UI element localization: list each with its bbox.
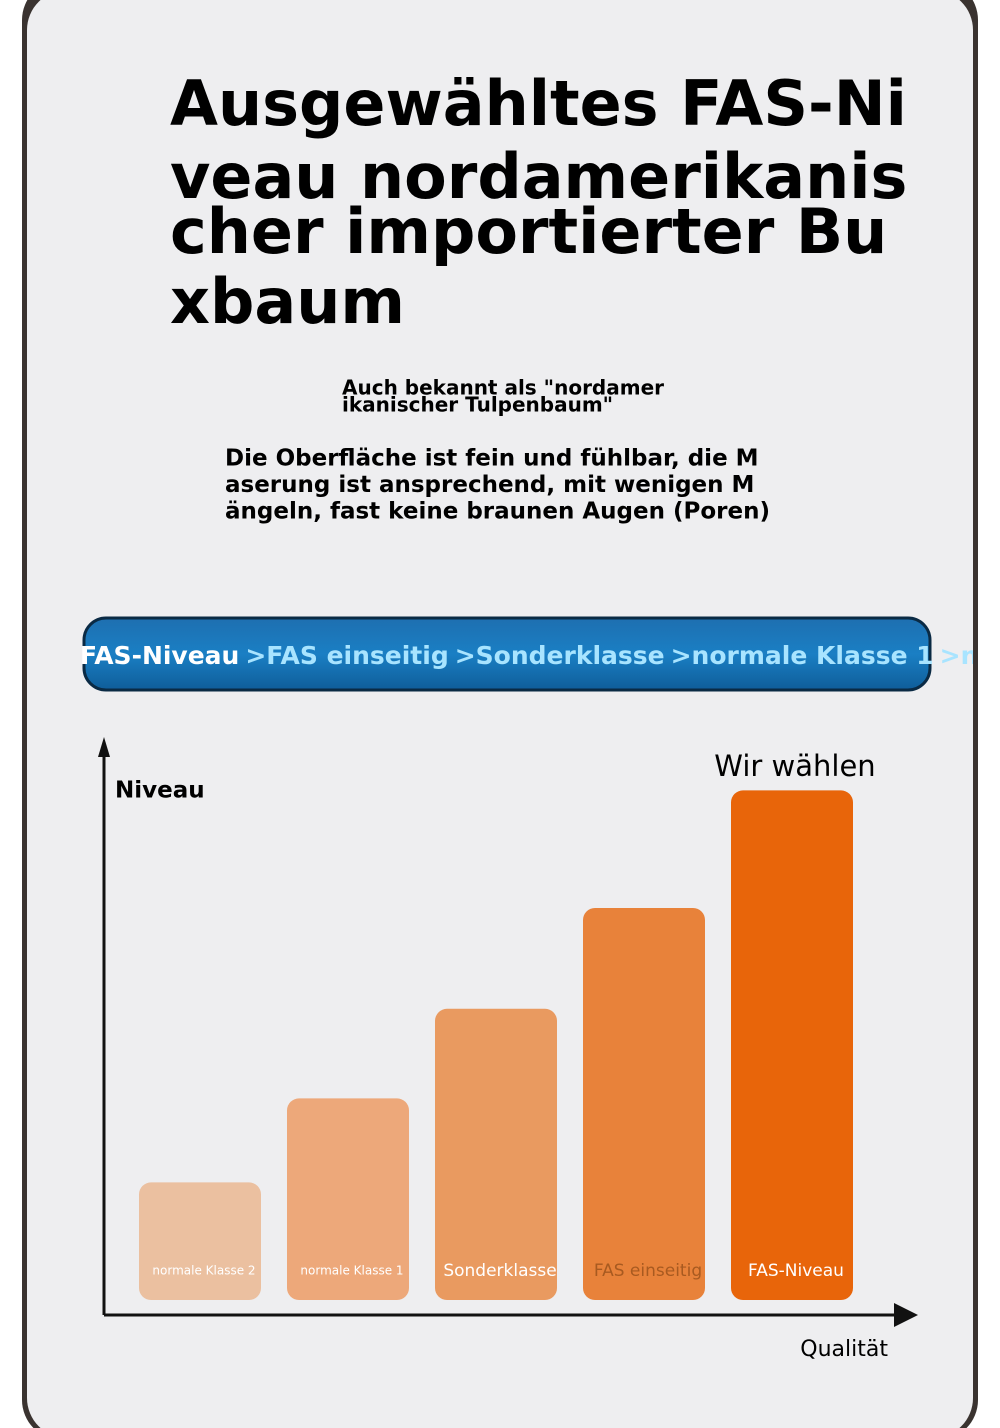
- title-line: cher importierter Bu: [170, 195, 887, 268]
- bar-label: Sonderklasse: [443, 1261, 556, 1281]
- title-line: xbaum: [170, 265, 405, 338]
- subtitle-line: Auch bekannt als "nordamer: [342, 376, 664, 400]
- bar-label: FAS einseitig: [594, 1261, 702, 1281]
- banner-item: >normale Klasse 1: [671, 641, 934, 670]
- bar-label: normale Klasse 2: [152, 1264, 255, 1278]
- bar-label: FAS-Niveau: [748, 1261, 844, 1281]
- bar: [287, 1098, 409, 1300]
- title-line: Ausgewähltes FAS-Ni: [170, 67, 907, 140]
- subtitle-line: ikanischer Tulpenbaum": [342, 393, 613, 417]
- title-line: veau nordamerikanis: [170, 140, 907, 213]
- description-line: ängeln, fast keine braunen Augen (Poren): [225, 499, 770, 525]
- annotation: Wir wählen: [714, 749, 875, 783]
- bar: [435, 1008, 557, 1300]
- x-axis-label: Qualität: [800, 1337, 888, 1362]
- banner-item: >Sonderklasse: [455, 641, 665, 670]
- bar-label: normale Klasse 1: [300, 1264, 403, 1278]
- bar: [731, 790, 853, 1300]
- description-line: aserung ist ansprechend, mit wenigen M: [225, 472, 754, 498]
- y-axis-label: Niveau: [115, 778, 205, 804]
- banner-item: >FAS einseitig: [245, 641, 448, 670]
- x-arrow: [894, 1303, 918, 1327]
- bar: [139, 1182, 261, 1300]
- y-arrow: [98, 737, 110, 757]
- banner: [82, 616, 932, 692]
- banner-item: FAS-Niveau: [80, 641, 239, 670]
- banner-item: >normale Klas: [940, 641, 1000, 670]
- banner-text: FAS-Niveau >FAS einseitig >Sonderklasse >no…: [80, 641, 1000, 670]
- description-line: Die Oberfläche ist fein und fühlbar, die…: [225, 446, 759, 472]
- bar: [583, 908, 705, 1300]
